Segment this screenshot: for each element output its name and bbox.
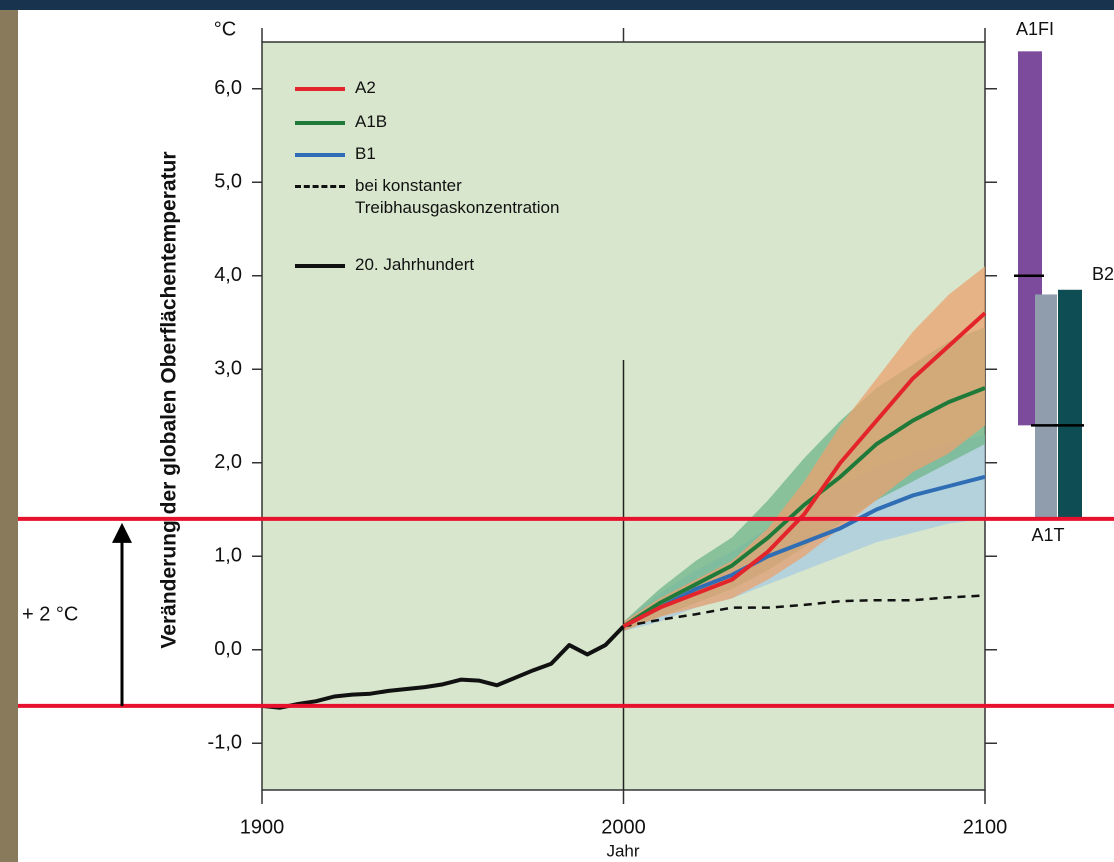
annotation: + 2 °C: [22, 604, 78, 626]
x-tick-label: 2100: [963, 816, 1008, 838]
range-label: A1FI: [1016, 19, 1054, 39]
y-tick-label: 1,0: [214, 545, 242, 567]
y-tick-label: 5,0: [214, 171, 242, 193]
x-axis-label: Jahr: [606, 841, 639, 860]
legend-swatch: [295, 264, 345, 268]
legend-swatch: [295, 153, 345, 157]
y-tick-label: 0,0: [214, 638, 242, 660]
range-bar: [1058, 290, 1082, 519]
range-bar: [1035, 294, 1057, 518]
legend-label: A2: [355, 77, 590, 99]
legend-label: 20. Jahrhundert: [355, 254, 590, 276]
x-tick-label: 1900: [240, 816, 285, 838]
range-label: B2: [1092, 264, 1114, 284]
y-tick-label: -1,0: [208, 732, 242, 754]
y-axis-label: Veränderung der globalen Oberflächentemp…: [158, 151, 181, 648]
x-tick-label: 2000: [601, 816, 646, 838]
legend-label: A1B: [355, 111, 590, 133]
legend-label: B1: [355, 143, 590, 165]
legend-swatch: [295, 121, 345, 125]
y-tick-label: 3,0: [214, 358, 242, 380]
legend-swatch: [295, 185, 345, 188]
legend-swatch: [295, 87, 345, 91]
photo-strip: [0, 10, 18, 862]
y-unit: °C: [214, 18, 236, 40]
y-tick-label: 4,0: [214, 264, 242, 286]
legend-label: bei konstanter Treibhausgaskonzentration: [355, 175, 590, 219]
page: °C Jahr Veränderung der globalen Oberflä…: [0, 0, 1114, 862]
y-tick-label: 2,0: [214, 451, 242, 473]
range-label: A1T: [1031, 525, 1064, 545]
y-tick-label: 6,0: [214, 77, 242, 99]
